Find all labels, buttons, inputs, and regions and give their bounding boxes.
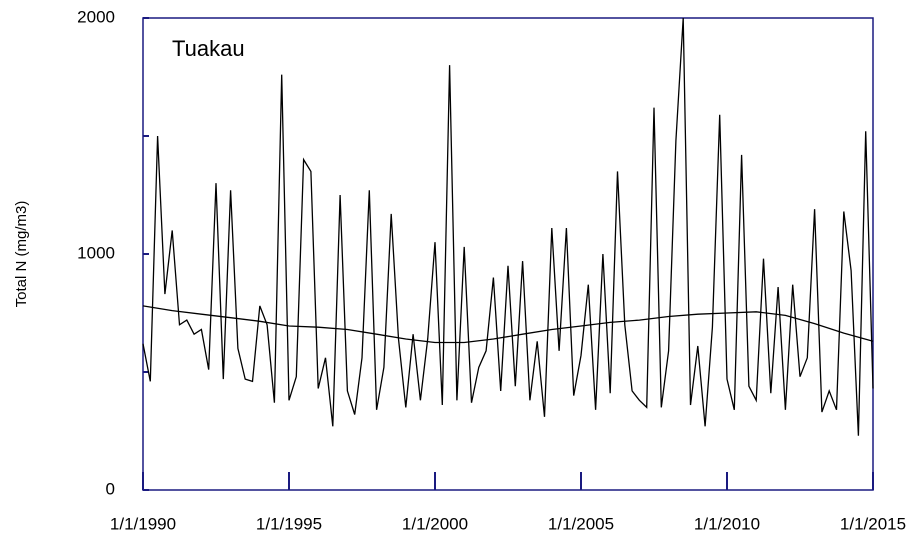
y-tick-label: 0 bbox=[106, 479, 115, 498]
annotation: Tuakau bbox=[172, 36, 245, 61]
plot-frame bbox=[142, 17, 874, 491]
trend-line bbox=[142, 305, 874, 344]
x-tick-label: 1/1/2015 bbox=[840, 514, 906, 533]
x-tick-label: 1/1/2005 bbox=[548, 514, 614, 533]
x-tick-label: 1/1/2010 bbox=[694, 514, 760, 533]
x-tick-label: 1/1/2000 bbox=[402, 514, 468, 533]
y-tick-label: 2000 bbox=[77, 7, 115, 26]
x-tick-label: 1/1/1995 bbox=[256, 514, 322, 533]
y-axis-label: Total N (mg/m3) bbox=[13, 201, 30, 308]
x-tick-label: 1/1/1990 bbox=[110, 514, 176, 533]
y-tick-label: 1000 bbox=[77, 243, 115, 262]
data-line bbox=[142, 17, 874, 436]
